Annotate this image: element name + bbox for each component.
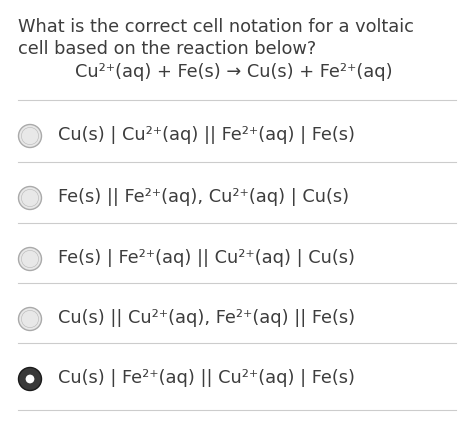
Circle shape <box>18 125 42 148</box>
Text: cell based on the reaction below?: cell based on the reaction below? <box>18 40 316 58</box>
Circle shape <box>26 375 35 383</box>
Text: Cu(s) | Cu²⁺(aq) || Fe²⁺(aq) | Fe(s): Cu(s) | Cu²⁺(aq) || Fe²⁺(aq) | Fe(s) <box>58 126 355 144</box>
Circle shape <box>18 247 42 270</box>
Text: Fe(s) || Fe²⁺(aq), Cu²⁺(aq) | Cu(s): Fe(s) || Fe²⁺(aq), Cu²⁺(aq) | Cu(s) <box>58 188 349 206</box>
Text: What is the correct cell notation for a voltaic: What is the correct cell notation for a … <box>18 18 414 36</box>
Circle shape <box>18 368 42 391</box>
Text: Cu²⁺(aq) + Fe(s) → Cu(s) + Fe²⁺(aq): Cu²⁺(aq) + Fe(s) → Cu(s) + Fe²⁺(aq) <box>75 63 392 81</box>
Circle shape <box>18 308 42 331</box>
Text: Cu(s) || Cu²⁺(aq), Fe²⁺(aq) || Fe(s): Cu(s) || Cu²⁺(aq), Fe²⁺(aq) || Fe(s) <box>58 309 355 327</box>
Text: Cu(s) | Fe²⁺(aq) || Cu²⁺(aq) | Fe(s): Cu(s) | Fe²⁺(aq) || Cu²⁺(aq) | Fe(s) <box>58 369 355 387</box>
Circle shape <box>18 187 42 210</box>
Text: Fe(s) | Fe²⁺(aq) || Cu²⁺(aq) | Cu(s): Fe(s) | Fe²⁺(aq) || Cu²⁺(aq) | Cu(s) <box>58 249 355 267</box>
